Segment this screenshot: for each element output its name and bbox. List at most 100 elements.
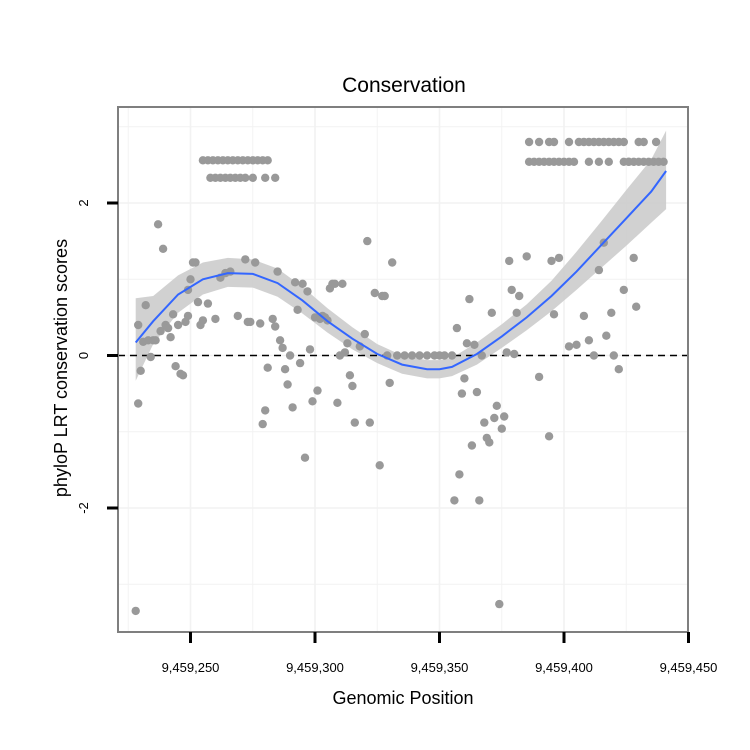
data-point	[569, 157, 579, 166]
data-point	[609, 351, 618, 360]
data-point	[183, 311, 193, 321]
data-point	[440, 351, 449, 360]
data-point	[465, 294, 474, 304]
x-tick-label: 9,459,400	[535, 660, 593, 675]
data-point	[168, 310, 178, 319]
data-point	[173, 320, 183, 330]
data-point	[300, 453, 310, 462]
data-point	[602, 331, 611, 340]
data-point	[258, 419, 267, 429]
data-point	[193, 297, 203, 307]
data-point	[487, 308, 496, 317]
data-point	[263, 363, 272, 372]
data-point	[589, 351, 599, 360]
data-point	[158, 244, 168, 253]
data-point	[186, 275, 195, 284]
y-axis: -2 0 2	[76, 199, 118, 514]
x-axis-label: Genomic Position	[332, 688, 473, 708]
data-point	[584, 336, 594, 345]
data-point	[400, 351, 409, 360]
data-point	[261, 173, 270, 182]
data-point	[475, 496, 484, 505]
confidence-band-group	[135, 130, 667, 381]
data-point	[659, 157, 668, 166]
data-point	[153, 220, 163, 229]
data-point	[507, 285, 516, 295]
data-point	[447, 351, 457, 360]
x-tick-label: 9,459,250	[162, 660, 220, 675]
data-point	[502, 348, 511, 357]
x-tick-label: 9,459,350	[411, 660, 469, 675]
data-point	[534, 137, 544, 147]
data-point	[278, 343, 287, 353]
data-point	[452, 323, 462, 333]
data-point	[163, 323, 173, 333]
x-tick-label: 9,459,450	[660, 660, 718, 675]
data-point	[288, 403, 297, 412]
data-point	[248, 173, 257, 182]
data-point	[271, 322, 280, 331]
data-point	[480, 418, 489, 427]
data-point	[273, 267, 282, 276]
data-point	[261, 406, 270, 415]
data-point	[348, 381, 357, 391]
data-point	[283, 380, 292, 389]
data-point	[380, 291, 389, 301]
data-point	[246, 317, 255, 327]
data-point	[485, 438, 494, 447]
data-point	[166, 333, 175, 342]
data-point	[293, 305, 302, 314]
data-point	[268, 314, 277, 324]
data-point	[271, 173, 280, 182]
data-points	[131, 137, 668, 616]
y-tick-label: -2	[76, 502, 91, 514]
data-point	[340, 348, 350, 357]
data-point	[211, 314, 220, 324]
data-point	[178, 371, 188, 380]
data-point	[564, 137, 574, 147]
data-point	[651, 137, 661, 147]
y-tick-label: 0	[76, 352, 91, 359]
data-point	[313, 386, 322, 395]
data-point	[285, 351, 295, 360]
data-point	[495, 599, 504, 609]
data-point	[303, 287, 312, 296]
data-point	[343, 339, 352, 348]
data-point	[467, 441, 477, 450]
data-point	[338, 279, 347, 288]
data-point	[572, 340, 581, 349]
data-point	[256, 319, 265, 328]
data-point	[619, 137, 628, 147]
data-point	[415, 351, 424, 360]
data-point	[134, 399, 143, 408]
data-point	[375, 461, 384, 470]
data-point	[156, 326, 165, 336]
data-point	[305, 345, 315, 354]
data-point	[505, 256, 514, 266]
data-point	[490, 413, 499, 423]
data-point	[141, 301, 150, 310]
data-point	[497, 424, 506, 433]
x-tick-label: 9,459,300	[286, 660, 344, 675]
data-point	[360, 329, 369, 339]
data-point	[136, 366, 145, 375]
smooth-trend-line	[134, 170, 667, 371]
data-point	[614, 365, 623, 374]
data-point	[370, 288, 379, 298]
data-point	[619, 285, 628, 295]
data-point	[500, 412, 509, 421]
data-point	[534, 372, 544, 382]
data-point	[460, 374, 469, 383]
data-point	[455, 470, 464, 479]
data-point	[470, 340, 479, 349]
data-point	[515, 291, 524, 301]
data-point	[584, 157, 594, 166]
data-point	[549, 137, 559, 147]
data-point	[472, 387, 482, 397]
data-point	[226, 267, 235, 276]
x-axis: 9,459,250 9,459,300 9,459,350 9,459,400 9,45…	[162, 632, 718, 675]
data-point	[492, 401, 501, 410]
data-point	[510, 349, 519, 359]
